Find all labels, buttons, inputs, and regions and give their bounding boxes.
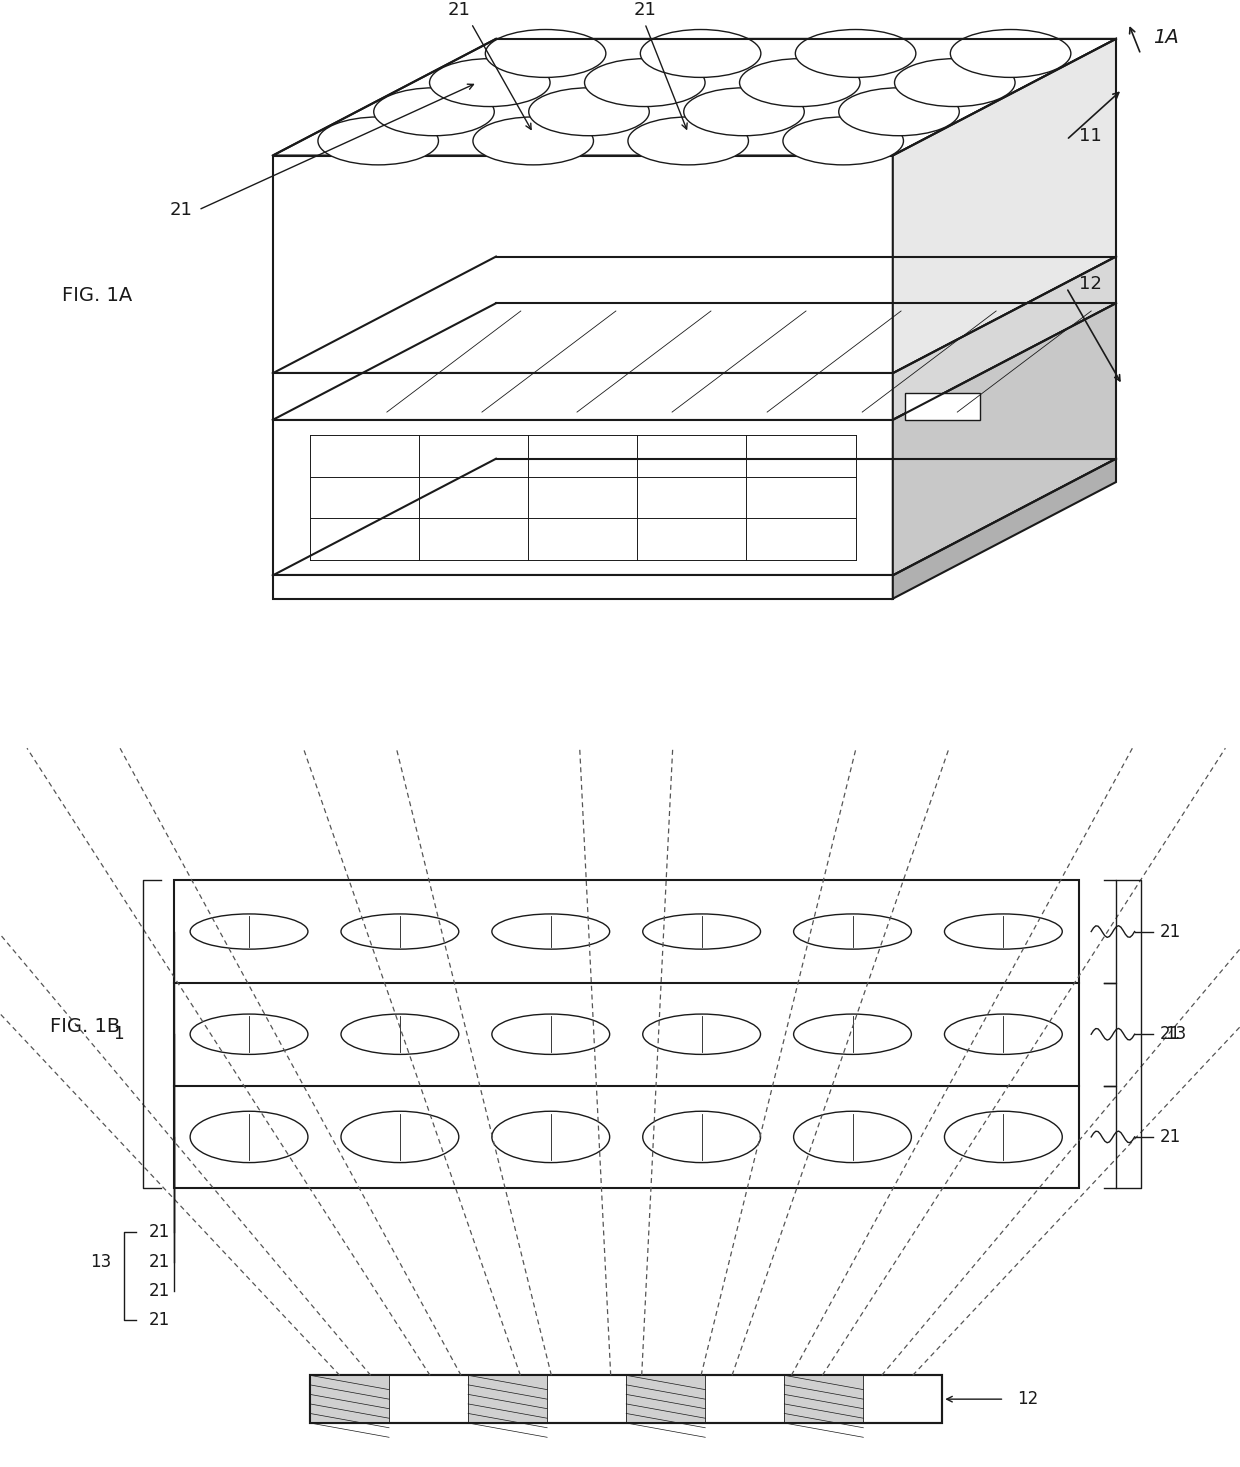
Bar — [310, 1376, 942, 1423]
Text: 12: 12 — [1079, 274, 1101, 293]
Text: 1: 1 — [113, 1025, 124, 1043]
Text: 21: 21 — [170, 201, 192, 219]
Text: 21: 21 — [634, 1, 656, 19]
Bar — [626, 1376, 706, 1423]
Bar — [905, 393, 980, 420]
Ellipse shape — [640, 29, 761, 78]
Ellipse shape — [945, 914, 1063, 949]
Ellipse shape — [794, 914, 911, 949]
Text: FIG. 1B: FIG. 1B — [50, 1018, 120, 1036]
Ellipse shape — [317, 117, 439, 164]
Ellipse shape — [838, 88, 960, 136]
Ellipse shape — [894, 59, 1016, 107]
Polygon shape — [273, 40, 1116, 156]
Ellipse shape — [190, 1112, 308, 1162]
Ellipse shape — [341, 914, 459, 949]
Ellipse shape — [794, 1112, 911, 1162]
Ellipse shape — [341, 1112, 459, 1162]
Ellipse shape — [950, 29, 1071, 78]
Polygon shape — [893, 459, 1116, 599]
Ellipse shape — [429, 59, 551, 107]
Bar — [273, 156, 893, 373]
Text: 13: 13 — [1166, 1025, 1187, 1043]
Ellipse shape — [795, 29, 916, 78]
Text: FIG. 1A: FIG. 1A — [62, 286, 133, 305]
Text: 21: 21 — [149, 1223, 170, 1241]
Text: 21: 21 — [149, 1282, 170, 1300]
Ellipse shape — [190, 1014, 308, 1055]
Text: 11: 11 — [1079, 128, 1101, 145]
Bar — [174, 880, 1079, 1188]
Ellipse shape — [584, 59, 706, 107]
Bar — [785, 1376, 863, 1423]
Ellipse shape — [492, 914, 610, 949]
Bar — [273, 575, 893, 599]
Text: 13: 13 — [91, 1253, 112, 1270]
Ellipse shape — [190, 914, 308, 949]
Ellipse shape — [528, 88, 650, 136]
Polygon shape — [893, 40, 1116, 373]
Ellipse shape — [485, 29, 606, 78]
Text: 21: 21 — [1159, 923, 1180, 940]
Ellipse shape — [945, 1014, 1063, 1055]
Text: 21: 21 — [1159, 1128, 1180, 1146]
Ellipse shape — [492, 1014, 610, 1055]
Bar — [310, 1376, 942, 1423]
Text: 21: 21 — [448, 1, 470, 19]
Ellipse shape — [794, 1014, 911, 1055]
Bar — [469, 1376, 547, 1423]
Ellipse shape — [492, 1112, 610, 1162]
Ellipse shape — [945, 1112, 1063, 1162]
Ellipse shape — [642, 1014, 760, 1055]
Polygon shape — [893, 257, 1116, 420]
Ellipse shape — [472, 117, 594, 164]
Bar — [273, 373, 893, 420]
Ellipse shape — [341, 1014, 459, 1055]
Bar — [273, 420, 893, 575]
Text: 12: 12 — [1017, 1391, 1038, 1408]
Text: 1A: 1A — [1153, 28, 1179, 47]
Text: 21: 21 — [1159, 1025, 1180, 1043]
Text: 21: 21 — [149, 1253, 170, 1270]
Polygon shape — [893, 304, 1116, 575]
Ellipse shape — [642, 1112, 760, 1162]
Ellipse shape — [642, 914, 760, 949]
Text: 21: 21 — [149, 1311, 170, 1329]
Ellipse shape — [373, 88, 495, 136]
Ellipse shape — [782, 117, 904, 164]
Ellipse shape — [627, 117, 749, 164]
Bar — [310, 1376, 389, 1423]
Ellipse shape — [739, 59, 861, 107]
Ellipse shape — [683, 88, 805, 136]
